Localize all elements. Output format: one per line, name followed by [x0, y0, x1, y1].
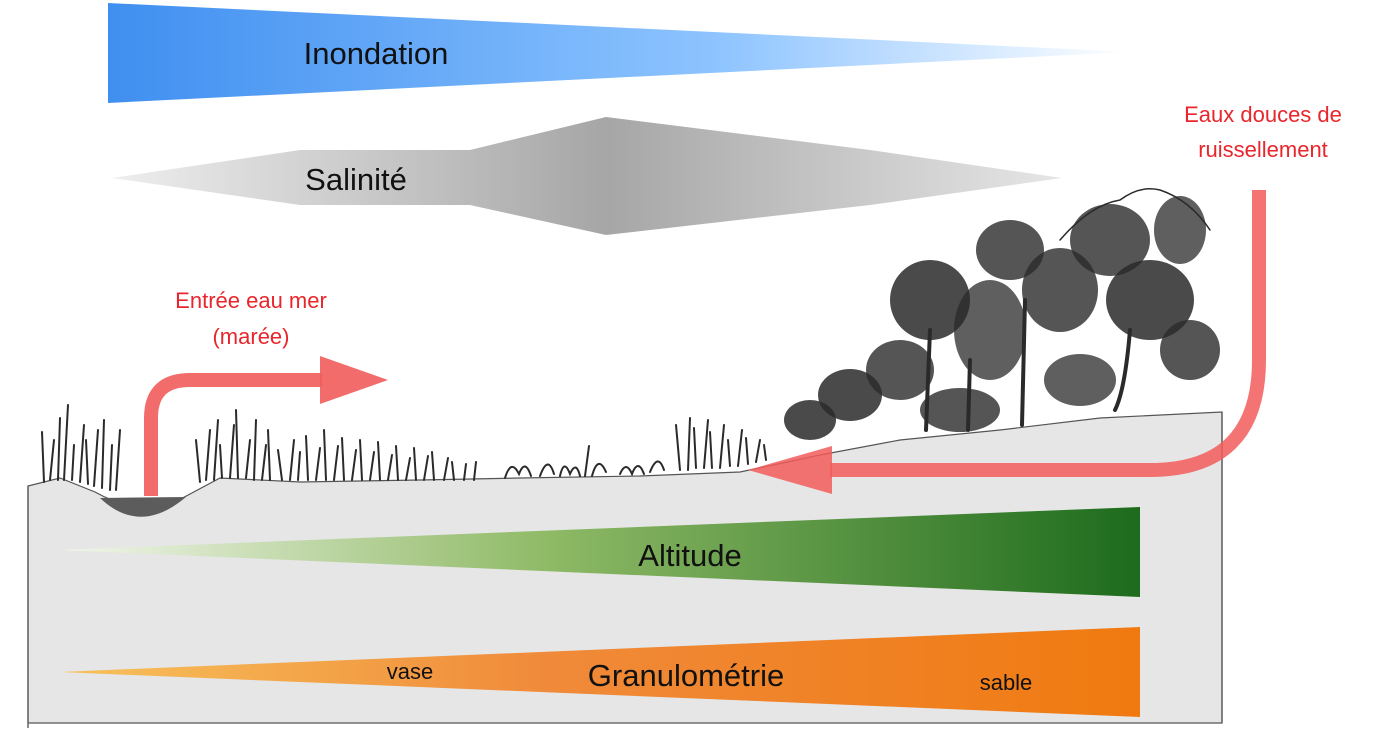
sea-water-label-line2: (marée)	[212, 324, 289, 349]
gradient-granulometrie: Granulométrie vase sable	[60, 627, 1140, 717]
freshwater-label-line1: Eaux douces de	[1184, 102, 1342, 127]
vase-label: vase	[387, 659, 433, 684]
gradient-salinite: Salinité	[112, 117, 1062, 235]
granulometrie-label: Granulométrie	[588, 658, 784, 693]
salinite-label: Salinité	[305, 162, 407, 197]
tidal-channel-water	[100, 497, 186, 517]
sea-water-arrow	[144, 356, 388, 496]
sea-water-label-line1: Entrée eau mer	[175, 288, 327, 313]
inondation-label: Inondation	[304, 36, 449, 71]
freshwater-label-line2: ruissellement	[1198, 137, 1328, 162]
vegetation-sketch	[41, 188, 1220, 491]
gradient-altitude: Altitude	[60, 507, 1140, 597]
gradient-inondation: Inondation	[108, 3, 1130, 103]
sable-label: sable	[980, 670, 1033, 695]
freshwater-arrow	[748, 190, 1266, 494]
altitude-label: Altitude	[638, 538, 741, 573]
